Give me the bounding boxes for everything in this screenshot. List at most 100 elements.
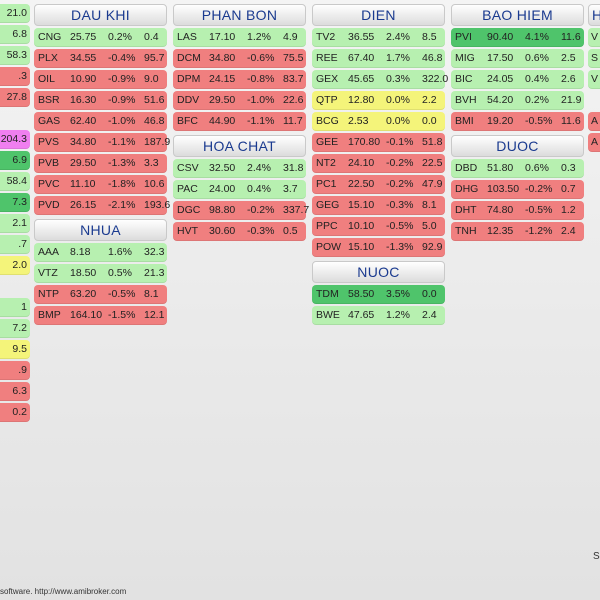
stock-row[interactable]: PVD 26.15 -2.1% 193.6	[34, 196, 170, 215]
stock-row[interactable]: CNG 25.75 0.2% 0.4	[34, 28, 167, 47]
edge-value: 27.8	[6, 91, 27, 103]
stock-row[interactable]: PVI 90.40 4.1% 11.6	[451, 28, 584, 47]
stock-row[interactable]: PVS 34.80 -1.1% 187.9	[34, 133, 170, 152]
stock-row[interactable]: TNH 12.35 -1.2% 2.4	[451, 222, 584, 241]
stock-row[interactable]: NTP 63.20 -0.5% 8.1	[34, 285, 167, 304]
sector-header: HOA CHAT	[173, 135, 306, 157]
stock-row[interactable]: DBD 51.80 0.6% 0.3	[451, 159, 584, 178]
edge-cell[interactable]: .7	[0, 235, 30, 254]
stock-row[interactable]: GEX 45.65 0.3% 322.0	[312, 70, 449, 89]
stock-row[interactable]: PVC 11.10 -1.8% 10.6	[34, 175, 167, 194]
edge-cell[interactable]: A	[588, 112, 600, 131]
stock-row[interactable]: DPM 24.15 -0.8% 83.7	[173, 70, 306, 89]
edge-cell[interactable]: 6.9	[0, 151, 30, 170]
stock-row[interactable]: PLX 34.55 -0.4% 95.7	[34, 49, 167, 68]
stock-row[interactable]: CSV 32.50 2.4% 31.8	[173, 159, 306, 178]
stock-volume: 8.1	[422, 199, 437, 211]
stock-row[interactable]: BWE 47.65 1.2% 2.4	[312, 306, 445, 325]
edge-cell[interactable]: 204.3	[0, 130, 30, 149]
stock-row[interactable]: TDM 58.50 3.5% 0.0	[312, 285, 445, 304]
edge-cell[interactable]: 1	[0, 298, 30, 317]
stock-change: -0.5%	[525, 115, 553, 127]
stock-row[interactable]: HVT 30.60 -0.3% 0.5	[173, 222, 306, 241]
stock-change: 4.1%	[525, 31, 549, 43]
stock-row[interactable]: DHT 74.80 -0.5% 1.2	[451, 201, 584, 220]
stock-price: 34.80	[209, 52, 236, 64]
stock-row[interactable]: BCG 2.53 0.0% 0.0	[312, 112, 445, 131]
stock-row[interactable]: LAS 17.10 1.2% 4.9	[173, 28, 306, 47]
stock-change: -1.8%	[108, 178, 136, 190]
stock-row[interactable]: BSR 16.30 -0.9% 51.6	[34, 91, 167, 110]
stock-price: 19.20	[487, 115, 514, 127]
stock-row[interactable]: BVH 54.20 0.2% 21.9	[451, 91, 584, 110]
stock-symbol: PVC	[38, 178, 60, 190]
edge-cell[interactable]: 6.3	[0, 382, 30, 401]
stock-row[interactable]: DGC 98.80 -0.2% 337.7	[173, 201, 309, 220]
stock-row[interactable]: VTZ 18.50 0.5% 21.3	[34, 264, 167, 283]
edge-cell[interactable]: 27.8	[0, 88, 30, 107]
stock-volume: 0.0	[422, 115, 437, 127]
stock-row[interactable]: MIG 17.50 0.6% 2.5	[451, 49, 584, 68]
stock-row[interactable]: AAA 8.18 1.6% 32.3	[34, 243, 167, 262]
stock-row[interactable]: DDV 29.50 -1.0% 22.6	[173, 91, 306, 110]
stock-row[interactable]: BMI 19.20 -0.5% 11.6	[451, 112, 584, 131]
edge-cell[interactable]: S	[588, 49, 600, 68]
edge-cell[interactable]: 9.5	[0, 340, 30, 359]
stock-row[interactable]: NT2 24.10 -0.2% 22.5	[312, 154, 445, 173]
stock-change: 1.7%	[386, 52, 410, 64]
stock-row[interactable]: POW 15.10 -1.3% 92.9	[312, 238, 445, 257]
stock-row[interactable]: GEG 15.10 -0.3% 8.1	[312, 196, 445, 215]
stock-volume: 322.0	[422, 73, 449, 85]
stock-row[interactable]: PVB 29.50 -1.3% 3.3	[34, 154, 167, 173]
edge-cell[interactable]: 21.0	[0, 4, 30, 23]
stock-row[interactable]: BFC 44.90 -1.1% 11.7	[173, 112, 306, 131]
edge-cell[interactable]: .9	[0, 361, 30, 380]
edge-cell[interactable]: 58.4	[0, 172, 30, 191]
edge-cell[interactable]: 7.3	[0, 193, 30, 212]
edge-cell[interactable]: 58.3	[0, 46, 30, 65]
stock-symbol: GEX	[316, 73, 339, 85]
stock-symbol: DGC	[177, 204, 201, 216]
edge-cell[interactable]: A	[588, 133, 600, 152]
stock-symbol: DPM	[177, 73, 201, 85]
stock-change: 0.4%	[525, 73, 549, 85]
edge-cell[interactable]: V	[588, 70, 600, 89]
edge-cell[interactable]: 0.2	[0, 403, 30, 422]
sector-column: DIEN TV2 36.55 2.4% 8.5 REE 67.40 1.7% 46.8 GEX 45…	[312, 4, 449, 329]
stock-price: 25.75	[70, 31, 97, 43]
stock-row[interactable]: REE 67.40 1.7% 46.8	[312, 49, 445, 68]
stock-row[interactable]: BIC 24.05 0.4% 2.6	[451, 70, 584, 89]
edge-cell[interactable]: V	[588, 28, 600, 47]
stock-row[interactable]: GEE 170.80 -0.1% 51.8	[312, 133, 445, 152]
stock-price: 90.40	[487, 31, 514, 43]
edge-cell[interactable]: 7.2	[0, 319, 30, 338]
edge-cell[interactable]: .3	[0, 67, 30, 86]
stock-symbol: BMI	[455, 115, 474, 127]
stock-price: 29.50	[209, 94, 236, 106]
stock-row[interactable]: QTP 12.80 0.0% 2.2	[312, 91, 445, 110]
stock-symbol: PVI	[455, 31, 472, 43]
stock-symbol: HVT	[177, 225, 198, 237]
stock-price: 2.53	[348, 115, 369, 127]
stock-price: 15.10	[348, 241, 375, 253]
stock-row[interactable]: PC1 22.50 -0.2% 47.9	[312, 175, 445, 194]
edge-cell[interactable]: 2.1	[0, 214, 30, 233]
edge-cell[interactable]: 6.8	[0, 25, 30, 44]
stock-symbol: GEE	[316, 136, 339, 148]
stock-row[interactable]: BMP 164.10 -1.5% 12.1	[34, 306, 167, 325]
stock-row[interactable]: GAS 62.40 -1.0% 46.8	[34, 112, 167, 131]
edge-cell[interactable]: 2.0	[0, 256, 30, 275]
stock-row[interactable]: OIL 10.90 -0.9% 9.0	[34, 70, 167, 89]
stock-row[interactable]: PAC 24.00 0.4% 3.7	[173, 180, 306, 199]
stock-row[interactable]: PPC 10.10 -0.5% 5.0	[312, 217, 445, 236]
stock-row[interactable]: DCM 34.80 -0.6% 75.5	[173, 49, 306, 68]
stock-volume: 21.3	[144, 267, 165, 279]
stock-change: -0.5%	[525, 204, 553, 216]
stock-price: 10.10	[348, 220, 375, 232]
stock-row[interactable]: TV2 36.55 2.4% 8.5	[312, 28, 445, 47]
stock-row[interactable]: DHG 103.50 -0.2% 0.7	[451, 180, 584, 199]
stock-volume: 2.4	[422, 309, 437, 321]
sector-group: PHAN BON LAS 17.10 1.2% 4.9 DCM 34.80 -0.6% 75.5…	[173, 4, 306, 131]
edge-value: 6.9	[12, 154, 27, 166]
stock-price: 24.05	[487, 73, 514, 85]
